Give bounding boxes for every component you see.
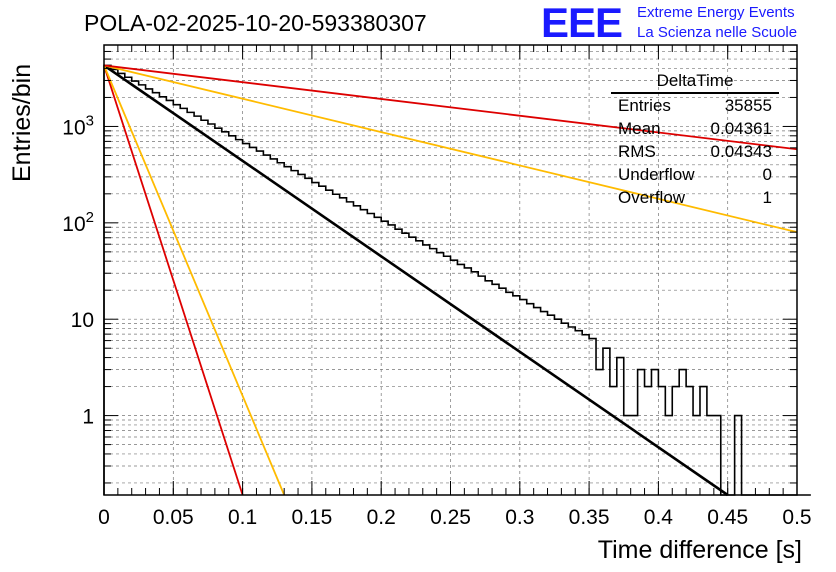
stats-value: 1 — [762, 188, 772, 207]
x-axis-label: Time difference [s] — [597, 536, 802, 564]
stats-label: Entries — [618, 96, 671, 115]
stats-value: 0 — [762, 165, 772, 184]
logo-tagline-1: Extreme Energy Events — [637, 4, 795, 21]
logo-tagline-2: La Scienza nelle Scuole — [637, 24, 798, 41]
stats-value: 0.04343 — [710, 142, 772, 161]
histogram-bars — [103, 64, 811, 496]
x-tick-label: 0.5 — [782, 506, 811, 529]
y-tick-label: 10 — [71, 309, 94, 332]
fit-line — [103, 65, 286, 496]
stats-label: Overflow — [618, 188, 686, 207]
x-tick-label: 0.35 — [569, 506, 610, 529]
stats-name: DeltaTime — [611, 70, 779, 94]
fit-curves — [103, 64, 798, 497]
x-tick-label: 0.15 — [291, 506, 332, 529]
eee-logo: EEE — [541, 0, 623, 46]
y-tick-label: 102 — [62, 209, 94, 236]
stats-row: RMS 0.04343 — [611, 140, 779, 163]
stats-label: Underflow — [618, 165, 695, 184]
stats-row: Overflow 1 — [611, 186, 779, 209]
histogram-outline — [103, 64, 811, 496]
x-tick-label: 0.4 — [644, 506, 674, 529]
stats-row: Mean 0.04361 — [611, 117, 779, 140]
stats-label: RMS — [618, 142, 656, 161]
stats-row: Entries 35855 — [611, 94, 779, 117]
x-tick-label: 0.45 — [707, 506, 748, 529]
x-tick-label: 0 — [98, 506, 110, 529]
axis-ticks — [103, 44, 798, 495]
stats-box: DeltaTime Entries 35855 Mean 0.04361 RMS 0.… — [611, 70, 779, 210]
fit-line — [103, 64, 729, 497]
y-tick-label: 1 — [82, 406, 94, 429]
fit-line — [103, 65, 244, 496]
fit-line — [103, 64, 798, 151]
plot-title: POLA-02-2025-10-20-593380307 — [84, 10, 427, 36]
y-axis-label: Entries/bin — [8, 63, 36, 182]
x-tick-label: 0.2 — [367, 506, 396, 529]
fit-line — [103, 64, 798, 234]
y-tick-label: 103 — [62, 112, 94, 139]
stats-value: 0.04361 — [710, 119, 772, 138]
x-tick-label: 0.3 — [505, 506, 534, 529]
x-tick-label: 0.25 — [430, 506, 471, 529]
stats-value: 35855 — [724, 96, 772, 115]
x-tick-label: 0.1 — [228, 506, 257, 529]
stats-label: Mean — [618, 119, 661, 138]
tick-labels: 0 0.05 0.1 0.15 0.2 0.25 0.3 0.35 0.4 0.45 0.51101… — [62, 112, 811, 529]
x-tick-label: 0.05 — [153, 506, 194, 529]
stats-row: Underflow 0 — [611, 163, 779, 186]
